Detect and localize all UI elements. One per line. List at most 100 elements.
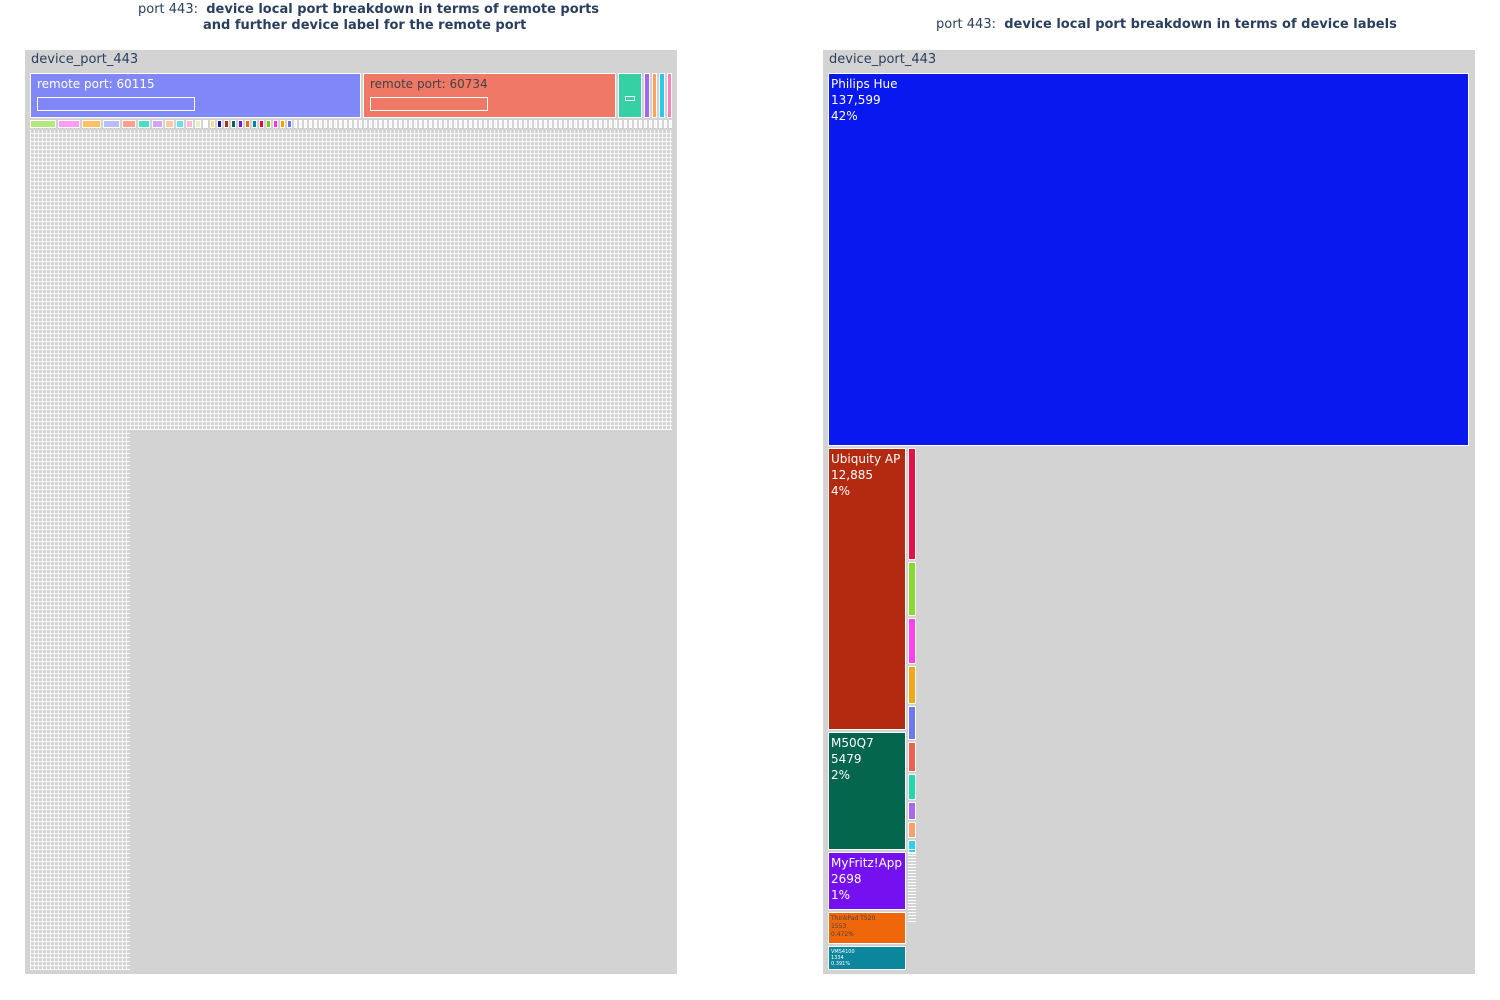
small-tile[interactable] [474, 120, 477, 128]
left-treemap[interactable]: device_port_443 remote port: 60115 remot… [25, 50, 677, 974]
small-tile[interactable] [280, 120, 285, 128]
small-tile[interactable] [152, 120, 163, 128]
small-tile[interactable] [669, 120, 672, 128]
small-device-tile[interactable] [908, 802, 916, 820]
small-tile[interactable] [299, 120, 302, 128]
small-tile[interactable] [294, 120, 297, 128]
small-tile[interactable] [494, 120, 497, 128]
small-tile[interactable] [165, 120, 174, 128]
tile-remote-port-6[interactable] [659, 73, 665, 118]
small-tile[interactable] [644, 120, 647, 128]
small-tile[interactable] [309, 120, 312, 128]
small-tile[interactable] [304, 120, 307, 128]
small-device-tile[interactable] [908, 742, 916, 772]
small-tile[interactable] [364, 120, 367, 128]
small-tile[interactable] [424, 120, 427, 128]
small-tile[interactable] [138, 120, 150, 128]
small-tile[interactable] [599, 120, 602, 128]
small-tile[interactable] [210, 120, 215, 128]
tile-remote-port-7[interactable] [667, 73, 672, 118]
small-tile[interactable] [569, 120, 572, 128]
small-tile[interactable] [559, 120, 562, 128]
tile-vms4100[interactable]: VMS4100 1334 0.391% [828, 946, 906, 970]
small-tile[interactable] [369, 120, 372, 128]
small-tile[interactable] [624, 120, 627, 128]
tile-thinkpad-t520[interactable]: ThinkPad T520 1553 0.472% [828, 912, 906, 944]
small-tile[interactable] [389, 120, 392, 128]
tile-m50q7[interactable]: M50Q7 5479 2% [828, 732, 906, 850]
tile-remote-port-3[interactable] [618, 73, 642, 118]
small-tile[interactable] [519, 120, 522, 128]
small-tile[interactable] [614, 120, 617, 128]
right-treemap[interactable]: device_port_443 Philips Hue 137,599 42% Ub… [823, 50, 1475, 974]
tile-remote-port-4[interactable] [644, 73, 650, 118]
small-tile[interactable] [314, 120, 317, 128]
small-tile[interactable] [469, 120, 472, 128]
small-tile[interactable] [287, 120, 292, 128]
small-tile[interactable] [259, 120, 264, 128]
tile-ubiquity-ap[interactable]: Ubiquity AP 12,885 4% [828, 448, 906, 730]
small-tile[interactable] [349, 120, 352, 128]
small-tile[interactable] [504, 120, 507, 128]
small-tile[interactable] [176, 120, 184, 128]
small-tile[interactable] [654, 120, 657, 128]
small-tile[interactable] [409, 120, 412, 128]
small-device-tile[interactable] [908, 666, 916, 704]
small-tile[interactable] [319, 120, 322, 128]
tile-myfritzapp[interactable]: MyFritz!App 2698 1% [828, 852, 906, 910]
small-tile[interactable] [499, 120, 502, 128]
small-tile[interactable] [664, 120, 667, 128]
small-tile[interactable] [238, 120, 243, 128]
tile-remote-port-60115[interactable]: remote port: 60115 [30, 73, 361, 118]
tile-remote-port-3-child[interactable] [625, 96, 635, 101]
small-tile[interactable] [549, 120, 552, 128]
small-device-tile[interactable] [908, 618, 916, 664]
small-tile[interactable] [524, 120, 527, 128]
small-tile[interactable] [379, 120, 382, 128]
small-tile[interactable] [634, 120, 637, 128]
small-device-tile[interactable] [908, 822, 916, 838]
small-tile[interactable] [266, 120, 271, 128]
small-tile[interactable] [374, 120, 377, 128]
small-tile[interactable] [564, 120, 567, 128]
tile-remote-port-5[interactable] [652, 73, 657, 118]
small-tile[interactable] [619, 120, 622, 128]
small-tile[interactable] [604, 120, 607, 128]
small-tile[interactable] [609, 120, 612, 128]
small-tile[interactable] [434, 120, 437, 128]
small-tile[interactable] [479, 120, 482, 128]
small-tile[interactable] [449, 120, 452, 128]
small-tile[interactable] [359, 120, 362, 128]
small-tile[interactable] [459, 120, 462, 128]
small-device-tile[interactable] [908, 774, 916, 800]
small-tile[interactable] [245, 120, 250, 128]
small-tile[interactable] [484, 120, 487, 128]
small-tile[interactable] [122, 120, 136, 128]
small-tile[interactable] [231, 120, 236, 128]
small-tile[interactable] [354, 120, 357, 128]
small-tile[interactable] [399, 120, 402, 128]
small-tile[interactable] [649, 120, 652, 128]
small-tile[interactable] [30, 120, 56, 128]
small-tile[interactable] [529, 120, 532, 128]
small-tile[interactable] [444, 120, 447, 128]
small-tile[interactable] [589, 120, 592, 128]
tile-remote-port-60734[interactable]: remote port: 60734 [363, 73, 616, 118]
small-tile[interactable] [82, 120, 101, 128]
small-tile[interactable] [217, 120, 222, 128]
small-tile[interactable] [579, 120, 582, 128]
small-tile[interactable] [58, 120, 80, 128]
small-tile[interactable] [344, 120, 347, 128]
small-tile[interactable] [195, 120, 201, 128]
small-tile[interactable] [439, 120, 442, 128]
tile-philips-hue[interactable]: Philips Hue 137,599 42% [828, 73, 1469, 446]
small-tile[interactable] [509, 120, 512, 128]
small-tile[interactable] [324, 120, 327, 128]
small-tile[interactable] [594, 120, 597, 128]
small-tile[interactable] [103, 120, 120, 128]
tile-remote-port-60115-child[interactable] [37, 97, 195, 111]
small-tile[interactable] [454, 120, 457, 128]
small-device-tile[interactable] [908, 562, 916, 616]
small-tile[interactable] [584, 120, 587, 128]
small-device-tile[interactable] [908, 448, 916, 560]
